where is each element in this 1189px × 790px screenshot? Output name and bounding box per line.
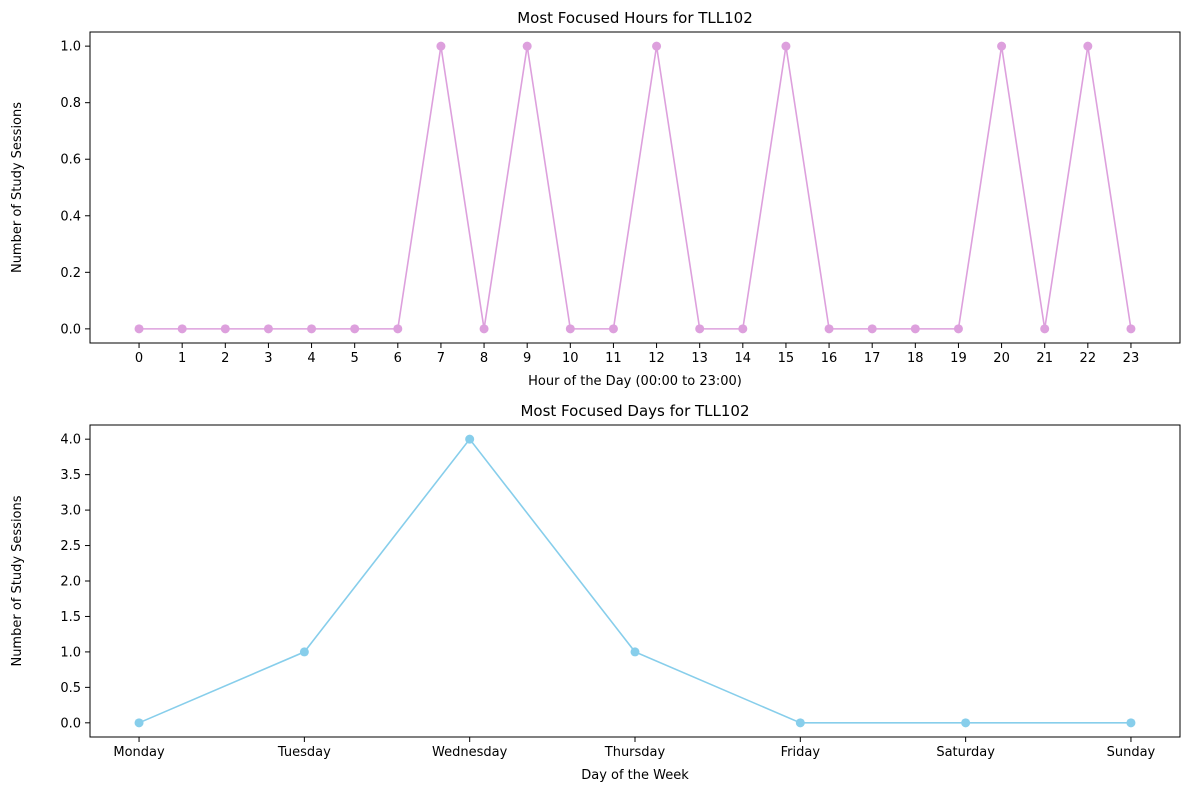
days-y-tick-label: 1.0 xyxy=(60,645,81,660)
days-chart: Most Focused Days for TLL102 Day of the … xyxy=(10,402,1181,783)
days-y-tick-label: 0.0 xyxy=(60,716,81,731)
hours-data-point xyxy=(695,324,705,334)
days-y-tick-label: 4.0 xyxy=(60,433,81,448)
days-series-line xyxy=(138,437,1131,724)
hours-x-tick-label: 10 xyxy=(562,351,579,366)
hours-x-tick-label: 21 xyxy=(1036,351,1053,366)
hours-y-tick-label: 0.6 xyxy=(60,153,81,168)
days-x-axis-label: Day of the Week xyxy=(581,768,689,783)
days-data-point xyxy=(465,434,475,444)
hours-x-tick-label: 5 xyxy=(351,351,359,366)
days-x-tick-label: Friday xyxy=(781,745,821,760)
days-y-tick-label: 0.5 xyxy=(60,681,81,696)
days-y-tick-label: 2.0 xyxy=(60,575,81,590)
hours-x-tick-label: 7 xyxy=(437,351,445,366)
hours-data-point xyxy=(1126,324,1136,334)
hours-y-tick-label: 1.0 xyxy=(60,40,81,55)
hours-data-point xyxy=(436,41,446,51)
hours-x-tick-label: 6 xyxy=(394,351,402,366)
hours-data-point xyxy=(565,324,575,334)
hours-data-point xyxy=(953,324,963,334)
hours-data-point xyxy=(997,41,1007,51)
days-data-point xyxy=(1126,718,1136,728)
hours-data-point xyxy=(220,324,230,334)
days-series-points xyxy=(134,434,1136,728)
hours-y-tick-label: 0.4 xyxy=(60,209,81,224)
hours-data-point xyxy=(608,324,618,334)
hours-data-point xyxy=(177,324,187,334)
hours-data-point xyxy=(1040,324,1050,334)
hours-x-tick-label: 0 xyxy=(135,351,143,366)
hours-x-tick-label: 9 xyxy=(523,351,531,366)
hours-x-ticks: 0 1 2 3 4 5 6 7 8 9 10 11 12 13 14 15 16 17 18 19 20 21 22 23 xyxy=(135,343,1139,366)
hours-data-point xyxy=(738,324,748,334)
hours-y-tick-label: 0.0 xyxy=(60,322,81,337)
hours-x-tick-label: 13 xyxy=(691,351,708,366)
hours-series-line xyxy=(139,46,1132,330)
hours-y-ticks: 0.0 0.2 0.4 0.6 0.8 1.0 xyxy=(60,40,90,337)
hours-x-tick-label: 4 xyxy=(307,351,315,366)
hours-data-point xyxy=(910,324,920,334)
hours-x-tick-label: 20 xyxy=(993,351,1010,366)
hours-data-point xyxy=(824,324,834,334)
hours-chart: Most Focused Hours for TLL102 Hour of th… xyxy=(10,9,1181,389)
hours-x-tick-label: 8 xyxy=(480,351,488,366)
days-plot-frame xyxy=(89,424,1181,738)
hours-x-tick-label: 1 xyxy=(178,351,186,366)
hours-data-point xyxy=(522,41,532,51)
hours-x-tick-label: 2 xyxy=(221,351,229,366)
days-x-tick-label: Saturday xyxy=(936,745,995,760)
days-y-tick-label: 3.0 xyxy=(60,504,81,519)
hours-series-points xyxy=(134,41,1136,334)
days-y-tick-label: 2.5 xyxy=(60,539,81,554)
days-x-tick-label: Monday xyxy=(113,745,165,760)
hours-y-tick-label: 0.2 xyxy=(60,266,81,281)
hours-data-point xyxy=(479,324,489,334)
days-x-tick-label: Thursday xyxy=(604,745,666,760)
hours-x-tick-label: 11 xyxy=(605,351,622,366)
hours-data-point xyxy=(867,324,877,334)
days-y-tick-label: 3.5 xyxy=(60,468,81,483)
days-x-tick-label: Wednesday xyxy=(432,745,508,760)
hours-x-tick-label: 17 xyxy=(864,351,881,366)
days-x-tick-label: Tuesday xyxy=(277,745,331,760)
hours-data-point xyxy=(350,324,360,334)
hours-chart-title: Most Focused Hours for TLL102 xyxy=(517,9,753,27)
hours-data-point xyxy=(652,41,662,51)
hours-x-tick-label: 18 xyxy=(907,351,924,366)
days-y-axis-label: Number of Study Sessions xyxy=(10,495,25,666)
days-data-point xyxy=(795,718,805,728)
hours-x-tick-label: 12 xyxy=(648,351,665,366)
days-data-point xyxy=(630,647,640,657)
hours-data-point xyxy=(393,324,403,334)
days-y-ticks: 0.0 0.5 1.0 1.5 2.0 2.5 3.0 3.5 4.0 xyxy=(60,433,90,731)
hours-x-tick-label: 23 xyxy=(1123,351,1140,366)
days-chart-title: Most Focused Days for TLL102 xyxy=(520,402,749,420)
hours-x-axis-label: Hour of the Day (00:00 to 23:00) xyxy=(528,374,742,389)
hours-data-point xyxy=(307,324,317,334)
days-x-tick-label: Sunday xyxy=(1107,745,1156,760)
hours-y-tick-label: 0.8 xyxy=(60,96,81,111)
hours-data-point xyxy=(781,41,791,51)
hours-x-tick-label: 3 xyxy=(264,351,272,366)
hours-x-tick-label: 22 xyxy=(1080,351,1097,366)
hours-data-point xyxy=(263,324,273,334)
hours-y-axis-label: Number of Study Sessions xyxy=(10,102,25,273)
days-data-point xyxy=(961,718,971,728)
days-data-point xyxy=(134,718,144,728)
hours-x-tick-label: 14 xyxy=(735,351,752,366)
days-y-tick-label: 1.5 xyxy=(60,610,81,625)
hours-x-tick-label: 16 xyxy=(821,351,838,366)
hours-x-tick-label: 19 xyxy=(950,351,967,366)
hours-plot-frame xyxy=(89,31,1181,344)
days-data-point xyxy=(299,647,309,657)
hours-data-point xyxy=(134,324,144,334)
hours-data-point xyxy=(1083,41,1093,51)
days-x-ticks: Monday Tuesday Wednesday Thursday Friday Satu… xyxy=(113,737,1156,760)
hours-x-tick-label: 15 xyxy=(778,351,795,366)
